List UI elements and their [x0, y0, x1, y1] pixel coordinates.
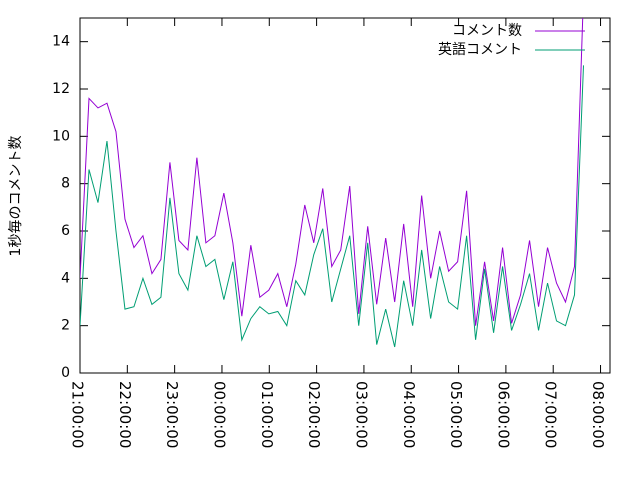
- y-tick-label: 8: [61, 176, 70, 192]
- x-tick-label: 02:00:00: [305, 381, 323, 448]
- data-line: [80, 18, 584, 326]
- x-tick-label: 00:00:00: [210, 381, 228, 448]
- legend-label: コメント数: [452, 23, 522, 39]
- y-tick-label: 0: [61, 365, 70, 381]
- y-tick-label: 12: [52, 81, 70, 97]
- x-tick-label: 08:00:00: [589, 381, 607, 448]
- plot-border: [79, 17, 611, 374]
- y-tick-label: 4: [61, 270, 70, 286]
- legend-label: 英語コメント: [438, 41, 522, 58]
- x-tick-label: 05:00:00: [447, 381, 465, 448]
- x-tick-label: 07:00:00: [542, 381, 560, 448]
- x-tick-label: 22:00:00: [116, 381, 134, 448]
- y-axis-label: 1秒毎のコメント数: [8, 136, 24, 257]
- x-tick-label: 21:00:00: [69, 381, 87, 448]
- y-tick-label: 2: [61, 318, 70, 334]
- x-tick-label: 23:00:00: [163, 381, 181, 448]
- y-tick-label: 6: [61, 223, 70, 239]
- data-line: [80, 65, 584, 348]
- x-tick-label: 03:00:00: [352, 381, 370, 448]
- x-tick-label: 01:00:00: [258, 381, 276, 448]
- x-tick-label: 04:00:00: [400, 381, 418, 448]
- y-tick-label: 10: [52, 128, 70, 144]
- plot-area: [80, 18, 584, 348]
- x-tick-label: 06:00:00: [494, 381, 512, 448]
- y-tick-label: 14: [52, 34, 70, 50]
